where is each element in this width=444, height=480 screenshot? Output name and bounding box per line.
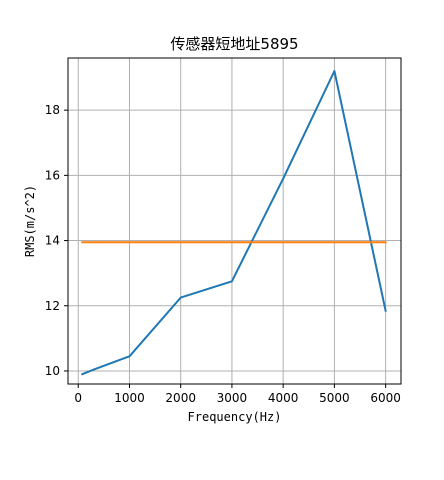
y-tick-label: 18 (45, 103, 60, 117)
x-tick-label: 0 (74, 391, 82, 405)
series-line-1 (80, 70, 387, 376)
y-tick-label: 10 (45, 364, 60, 378)
x-tick-label: 6000 (370, 391, 401, 405)
chart-title: 传感器短地址5895 (170, 35, 298, 53)
plot-frame (67, 57, 402, 385)
series-layer (80, 70, 387, 376)
x-axis-label: Frequency(Hz) (188, 410, 282, 424)
y-tick-label: 12 (45, 299, 60, 313)
x-tick-label: 1000 (114, 391, 145, 405)
x-tick-label: 2000 (165, 391, 196, 405)
grid (68, 58, 401, 384)
y-axis-label: RMS(m/s^2) (23, 185, 37, 257)
x-tick-label: 4000 (268, 391, 299, 405)
ticks: 0 1000 2000 3000 4000 5000 6000 10 12 14 16 18 (45, 103, 401, 405)
y-tick-label: 16 (45, 168, 60, 182)
y-tick-label: 14 (45, 234, 60, 248)
x-tick-label: 3000 (217, 391, 248, 405)
x-tick-label: 5000 (319, 391, 350, 405)
